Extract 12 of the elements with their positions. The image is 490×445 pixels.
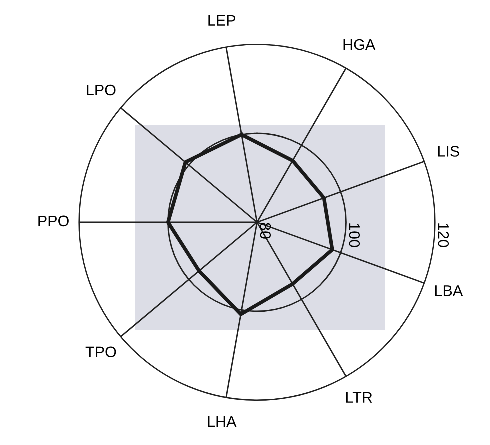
spoke-label: HGA [344, 39, 376, 50]
y-tick-label: 100 [349, 224, 360, 248]
spoke-label: LEP [208, 15, 236, 26]
spoke-label: LBA [435, 286, 464, 296]
y-tick-label: 80 [260, 223, 272, 239]
spoke-label: LTR [346, 392, 372, 403]
spoke-label: LPO [87, 84, 116, 96]
spoke-label: LHA [208, 416, 237, 428]
spoke-label: TPO [86, 346, 116, 358]
spoke-label: PPO [38, 216, 69, 227]
y-tick-label: 120 [438, 224, 450, 248]
spoke-label: LIS [438, 146, 460, 157]
